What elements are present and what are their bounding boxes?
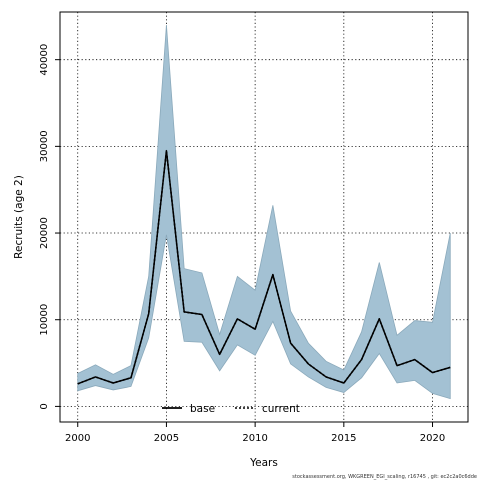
y-tick-label: 20000	[39, 217, 50, 249]
x-axis: 2000 2005 2010 2015 2020	[65, 422, 445, 444]
confidence-band	[77, 24, 451, 400]
y-tick-label: 40000	[39, 44, 50, 76]
x-axis-title: Years	[249, 457, 278, 469]
y-axis-title: Recruits (age 2)	[13, 175, 25, 259]
y-axis: 0 10000 20000 30000 40000	[39, 44, 60, 410]
footer-note: stockassessment.org, WKGREEN_EGI_scaling…	[292, 474, 477, 480]
y-tick-label: 10000	[39, 304, 50, 336]
legend-label-base: base	[190, 403, 215, 415]
x-tick-label: 2005	[154, 433, 179, 444]
x-tick-label: 2010	[242, 433, 267, 444]
current-series-line	[77, 149, 451, 385]
y-tick-label: 0	[39, 403, 50, 409]
x-tick-label: 2000	[65, 433, 90, 444]
legend-label-current: current	[262, 403, 300, 415]
legend: base current	[162, 403, 300, 415]
plot-frame	[59, 11, 469, 423]
y-tick-label: 30000	[39, 130, 50, 162]
x-tick-label: 2020	[420, 433, 445, 444]
x-tick-label: 2015	[331, 433, 356, 444]
